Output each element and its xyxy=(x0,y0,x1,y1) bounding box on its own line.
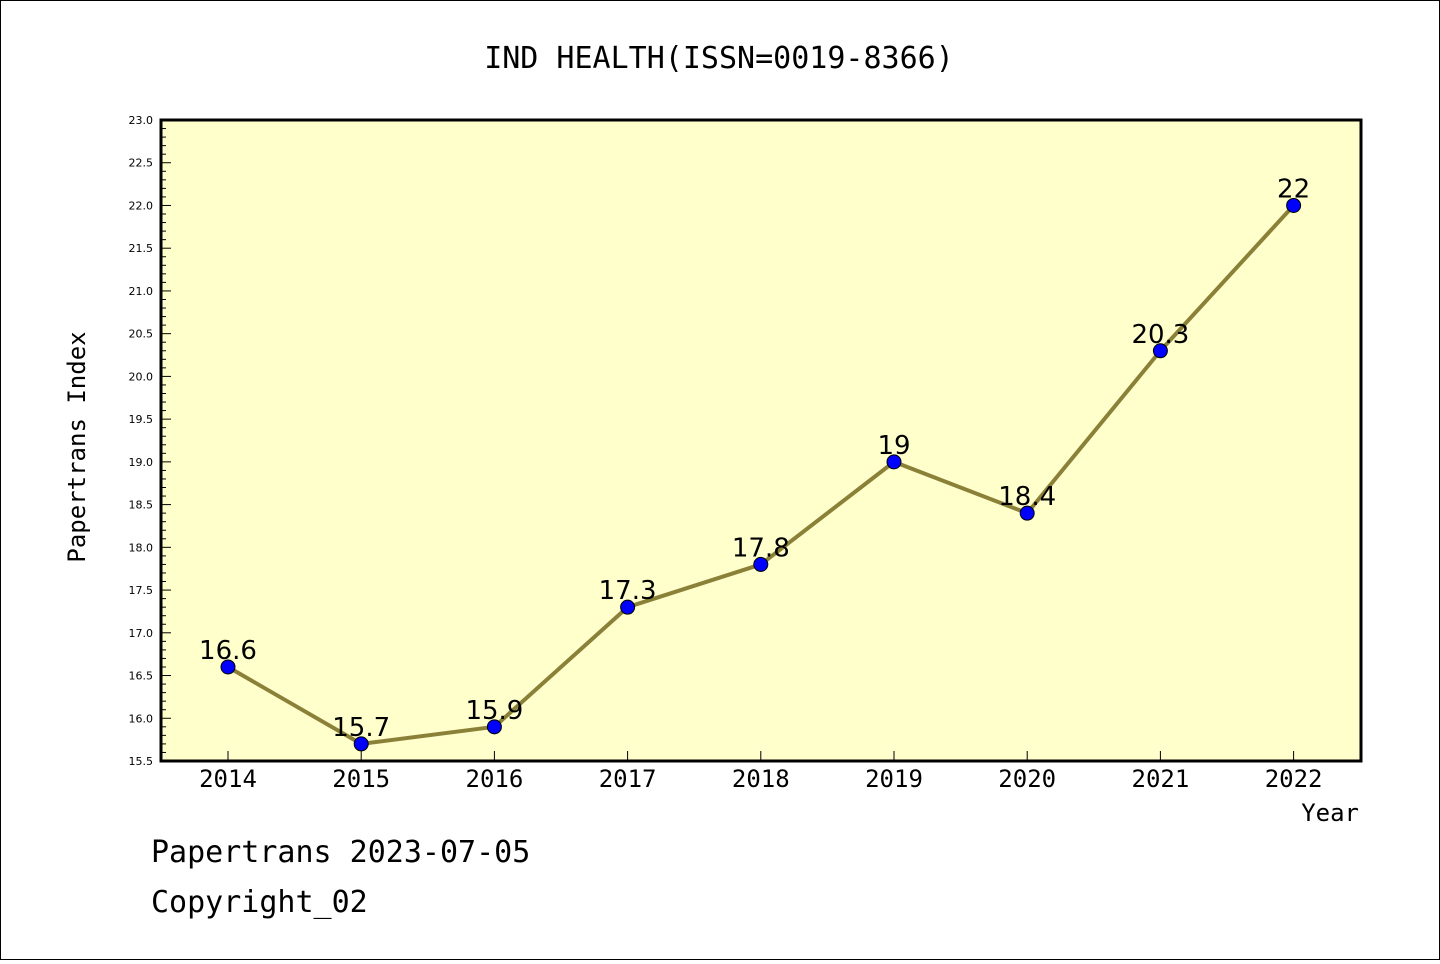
y-tick-label: 16.0 xyxy=(129,712,154,725)
data-label: 17.8 xyxy=(732,533,790,563)
x-tick-label: 2021 xyxy=(1132,765,1190,793)
x-axis-label: Year xyxy=(1301,799,1359,827)
y-tick-label: 18.0 xyxy=(129,541,154,554)
data-label: 19 xyxy=(877,431,910,461)
y-tick-label: 20.5 xyxy=(129,328,154,341)
x-tick-label: 2019 xyxy=(865,765,923,793)
data-label: 15.9 xyxy=(465,696,523,726)
y-axis-label: Papertrans Index xyxy=(63,331,91,562)
data-point xyxy=(620,599,636,615)
y-tick-label: 17.5 xyxy=(129,584,154,597)
data-point xyxy=(886,454,902,470)
data-label: 17.3 xyxy=(599,576,657,606)
y-tick-label: 16.5 xyxy=(129,670,154,683)
data-point xyxy=(753,556,769,572)
data-label: 22 xyxy=(1277,174,1310,204)
data-point xyxy=(1019,505,1035,521)
y-tick-label: 18.5 xyxy=(129,499,154,512)
footer-date: Papertrans 2023-07-05 xyxy=(151,835,531,870)
y-tick-label: 23.0 xyxy=(129,114,154,127)
x-axis: 2014 2015 2016 2017 2018 2019 2020 2021 2022 xyxy=(199,751,1322,793)
y-tick-label: 22.5 xyxy=(129,157,154,170)
y-axis: 15.5 16.0 16.5 17.0 17.5 18.0 18.5 19.0 19.5 20.0… xyxy=(129,114,171,768)
data-point xyxy=(220,659,236,675)
y-tick-label: 22.0 xyxy=(129,199,154,212)
plot-area xyxy=(159,118,1363,763)
data-labels: 16.6 15.7 15.9 17.3 17.8 19 18.4 20.3 22 xyxy=(199,174,1310,742)
y-tick-label: 20.0 xyxy=(129,370,154,383)
data-label: 16.6 xyxy=(199,636,257,666)
y-tick-label: 15.5 xyxy=(129,755,154,768)
x-tick-label: 2018 xyxy=(732,765,790,793)
footer-copyright: Copyright_02 xyxy=(151,885,368,920)
chart-title: IND HEALTH(ISSN=0019-8366) xyxy=(484,41,954,76)
y-tick-label: 21.5 xyxy=(129,242,154,255)
y-tick-label: 17.0 xyxy=(129,627,154,640)
data-label: 20.3 xyxy=(1131,320,1189,350)
x-tick-label: 2016 xyxy=(466,765,524,793)
data-points xyxy=(220,197,1302,752)
y-tick-label: 19.5 xyxy=(129,413,154,426)
y-tick-label: 21.0 xyxy=(129,285,154,298)
y-tick-label: 19.0 xyxy=(129,456,154,469)
x-tick-label: 2015 xyxy=(332,765,390,793)
data-point xyxy=(1286,197,1302,213)
x-tick-label: 2014 xyxy=(199,765,257,793)
data-point xyxy=(1152,343,1168,359)
x-tick-label: 2022 xyxy=(1265,765,1323,793)
data-point xyxy=(353,736,369,752)
data-label: 15.7 xyxy=(332,713,390,743)
x-tick-label: 2020 xyxy=(998,765,1056,793)
x-tick-label: 2017 xyxy=(599,765,657,793)
data-point xyxy=(486,719,502,735)
data-label: 18.4 xyxy=(998,482,1056,512)
